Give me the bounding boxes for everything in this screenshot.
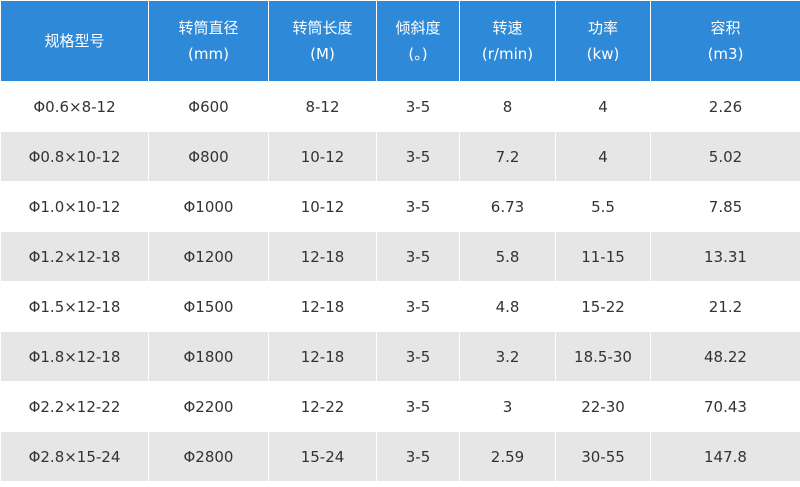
table-cell: 10-12 xyxy=(268,131,377,182)
header-text: 容积 xyxy=(710,19,741,37)
table-cell: Φ1.5×12-18 xyxy=(0,281,149,332)
table-cell: 3-5 xyxy=(376,431,460,482)
table-cell: 15-24 xyxy=(268,431,377,482)
header-text: 倾斜度 xyxy=(395,19,441,37)
table-row: Φ1.8×12-18 Φ1800 12-18 3-5 3.2 18.5-30 48.22 xyxy=(0,331,800,382)
header-cell: 转速 (r/min) xyxy=(459,0,556,82)
table-cell: 70.43 xyxy=(650,381,800,432)
table-cell: 5.8 xyxy=(459,231,556,282)
header-text: 规格型号 xyxy=(44,32,105,50)
table-cell: 12-18 xyxy=(268,231,377,282)
header-cell: 容积 (m3) xyxy=(650,0,800,82)
header-cell: 功率 (kw) xyxy=(555,0,651,82)
table-row: Φ0.8×10-12 Φ800 10-12 3-5 7.2 4 5.02 xyxy=(0,131,800,182)
header-row: 规格型号 转筒直径 (mm) 转筒长度 (M) 倾斜度 (。) 转速 (r/min) 功率 (kw)… xyxy=(0,0,800,82)
table-cell: 48.22 xyxy=(650,331,800,382)
table-cell: Φ2200 xyxy=(148,381,269,432)
table-cell: 6.73 xyxy=(459,181,556,232)
table-cell: 4 xyxy=(555,81,651,132)
table-cell: 2.26 xyxy=(650,81,800,132)
table-cell: 5.5 xyxy=(555,181,651,232)
table-cell: 4.8 xyxy=(459,281,556,332)
header-text: (r/min) xyxy=(481,45,534,63)
table-cell: 5.02 xyxy=(650,131,800,182)
table-cell: 3-5 xyxy=(376,231,460,282)
table-cell: 3-5 xyxy=(376,81,460,132)
table-cell: Φ1.8×12-18 xyxy=(0,331,149,382)
table-cell: 3-5 xyxy=(376,281,460,332)
table-row: Φ2.8×15-24 Φ2800 15-24 3-5 2.59 30-55 147.8 xyxy=(0,431,800,482)
table-cell: 3-5 xyxy=(376,131,460,182)
table-cell: Φ2.2×12-22 xyxy=(0,381,149,432)
table-cell: Φ0.8×10-12 xyxy=(0,131,149,182)
table-cell: Φ1.2×12-18 xyxy=(0,231,149,282)
header-text: 功率 xyxy=(587,19,618,37)
table-cell: Φ1000 xyxy=(148,181,269,232)
header-cell: 倾斜度 (。) xyxy=(376,0,460,82)
table-cell: 12-18 xyxy=(268,281,377,332)
table-cell: Φ1800 xyxy=(148,331,269,382)
table-cell: 4 xyxy=(555,131,651,182)
table-cell: 10-12 xyxy=(268,181,377,232)
table-cell: 13.31 xyxy=(650,231,800,282)
table-row: Φ1.0×10-12 Φ1000 10-12 3-5 6.73 5.5 7.85 xyxy=(0,181,800,232)
table-cell: Φ2800 xyxy=(148,431,269,482)
table-cell: 2.59 xyxy=(459,431,556,482)
table-cell: Φ0.6×8-12 xyxy=(0,81,149,132)
table-cell: 8 xyxy=(459,81,556,132)
header-text: 转速 xyxy=(492,19,523,37)
table-cell: 12-18 xyxy=(268,331,377,382)
header-text: (m3) xyxy=(707,45,744,63)
table-row: Φ0.6×8-12 Φ600 8-12 3-5 8 4 2.26 xyxy=(0,81,800,132)
table-cell: 18.5-30 xyxy=(555,331,651,382)
table-cell: 7.85 xyxy=(650,181,800,232)
table-cell: 3 xyxy=(459,381,556,432)
table-cell: 11-15 xyxy=(555,231,651,282)
header-text: (M) xyxy=(310,45,335,63)
header-text: 转筒直径 xyxy=(178,19,239,37)
table-cell: 3-5 xyxy=(376,331,460,382)
table-cell: 12-22 xyxy=(268,381,377,432)
table-cell: 147.8 xyxy=(650,431,800,482)
header-text: 转筒长度 xyxy=(292,19,353,37)
header-text: (mm) xyxy=(188,45,229,63)
table-row: Φ2.2×12-22 Φ2200 12-22 3-5 3 22-30 70.43 xyxy=(0,381,800,432)
header-text: (kw) xyxy=(586,45,620,63)
table-cell: 3-5 xyxy=(376,181,460,232)
table-cell: 8-12 xyxy=(268,81,377,132)
table-cell: 21.2 xyxy=(650,281,800,332)
table-cell: 30-55 xyxy=(555,431,651,482)
table-cell: 3-5 xyxy=(376,381,460,432)
header-cell: 转筒直径 (mm) xyxy=(148,0,269,82)
header-cell: 规格型号 xyxy=(0,0,149,82)
table-cell: Φ1500 xyxy=(148,281,269,332)
table-cell: Φ2.8×15-24 xyxy=(0,431,149,482)
table-cell: 22-30 xyxy=(555,381,651,432)
header-text: (。) xyxy=(408,45,428,63)
table-cell: Φ1.0×10-12 xyxy=(0,181,149,232)
table-body: Φ0.6×8-12 Φ600 8-12 3-5 8 4 2.26 Φ0.8×10-12 Φ800… xyxy=(0,81,800,482)
table-cell: Φ600 xyxy=(148,81,269,132)
table-cell: Φ1200 xyxy=(148,231,269,282)
header-cell: 转筒长度 (M) xyxy=(268,0,377,82)
table-row: Φ1.2×12-18 Φ1200 12-18 3-5 5.8 11-15 13.31 xyxy=(0,231,800,282)
table-cell: 3.2 xyxy=(459,331,556,382)
table-cell: Φ800 xyxy=(148,131,269,182)
table-row: Φ1.5×12-18 Φ1500 12-18 3-5 4.8 15-22 21.2 xyxy=(0,281,800,332)
table-cell: 15-22 xyxy=(555,281,651,332)
table-cell: 7.2 xyxy=(459,131,556,182)
